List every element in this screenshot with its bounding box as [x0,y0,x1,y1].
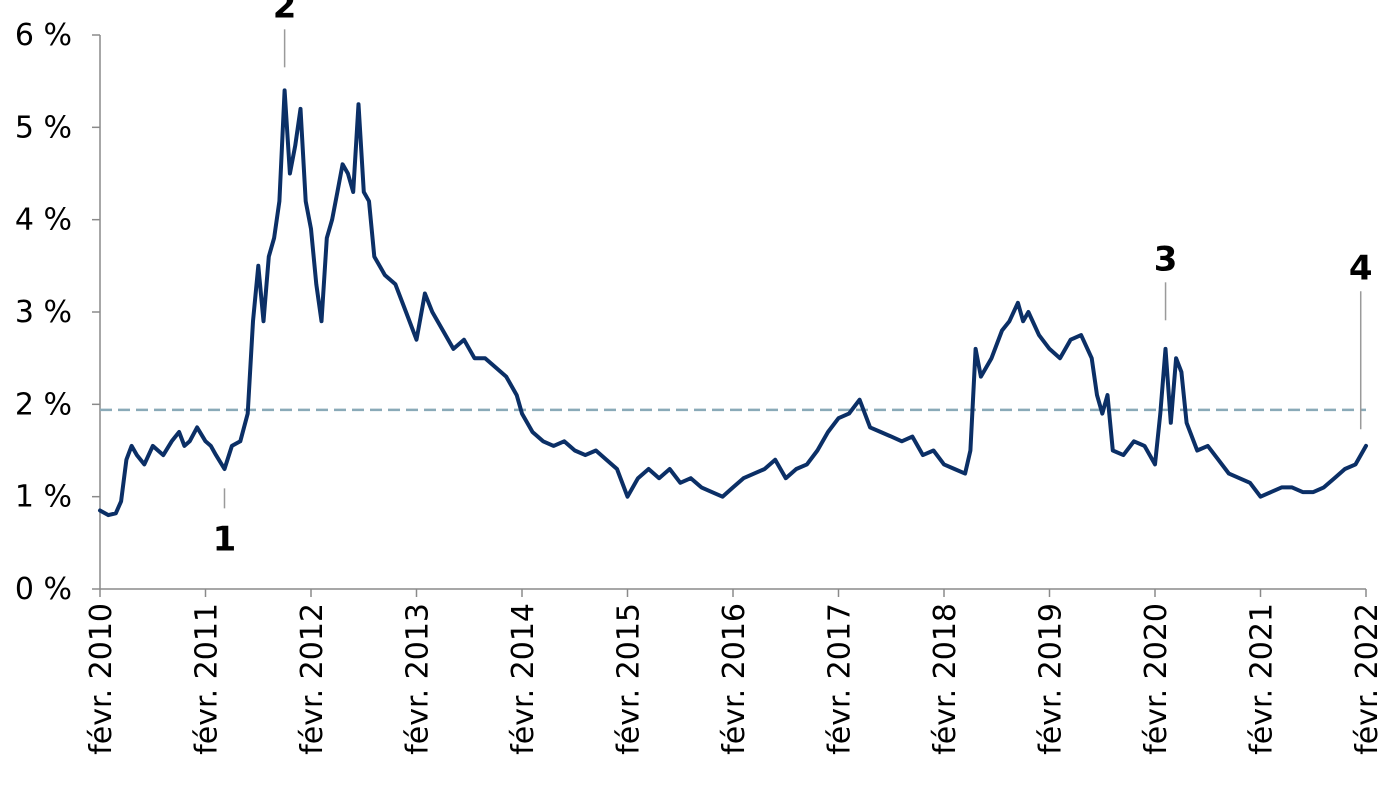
x-tick-label: févr. 2013 [401,603,436,755]
y-tick-label: 1 % [15,480,72,515]
annotation-1: 1 [213,488,237,559]
y-tick-label: 0 % [15,572,72,607]
x-tick-label: févr. 2018 [928,603,963,755]
annotation-label: 4 [1349,248,1373,288]
x-tick-label: févr. 2016 [717,603,752,755]
x-tick-label: févr. 2014 [506,603,541,755]
x-tick-label: févr. 2015 [612,603,647,755]
y-tick-label: 5 % [15,110,72,145]
annotation-4: 4 [1349,248,1373,430]
y-tick-label: 6 % [15,18,72,53]
series-line [98,88,1368,518]
annotation-label: 2 [273,0,297,26]
x-tick-label: févr. 2021 [1245,603,1280,755]
x-tick-label: févr. 2020 [1139,603,1174,755]
annotation-2: 2 [273,0,297,68]
x-axis: févr. 2010 févr. 2011 févr. 2012 févr. 2013… [84,588,1380,755]
x-tick-label: févr. 2022 [1350,603,1380,755]
series-layer [98,88,1368,518]
x-tick-label: févr. 2019 [1034,603,1069,755]
annotation-layer: 1 2 3 4 [213,0,1373,559]
y-tick-label: 4 % [15,203,72,238]
x-tick-label: févr. 2010 [84,603,119,755]
y-tick-label: 2 % [15,387,72,422]
annotation-3: 3 [1154,239,1178,321]
x-tick-label: févr. 2012 [295,603,330,755]
y-axis: 0 % 1 % 2 % 3 % 4 % 5 % 6 % [15,18,101,607]
x-tick-label: févr. 2017 [823,603,858,755]
annotation-label: 3 [1154,239,1178,279]
y-tick-label: 3 % [15,295,72,330]
x-tick-label: févr. 2011 [190,603,225,755]
annotation-label: 1 [213,519,237,559]
